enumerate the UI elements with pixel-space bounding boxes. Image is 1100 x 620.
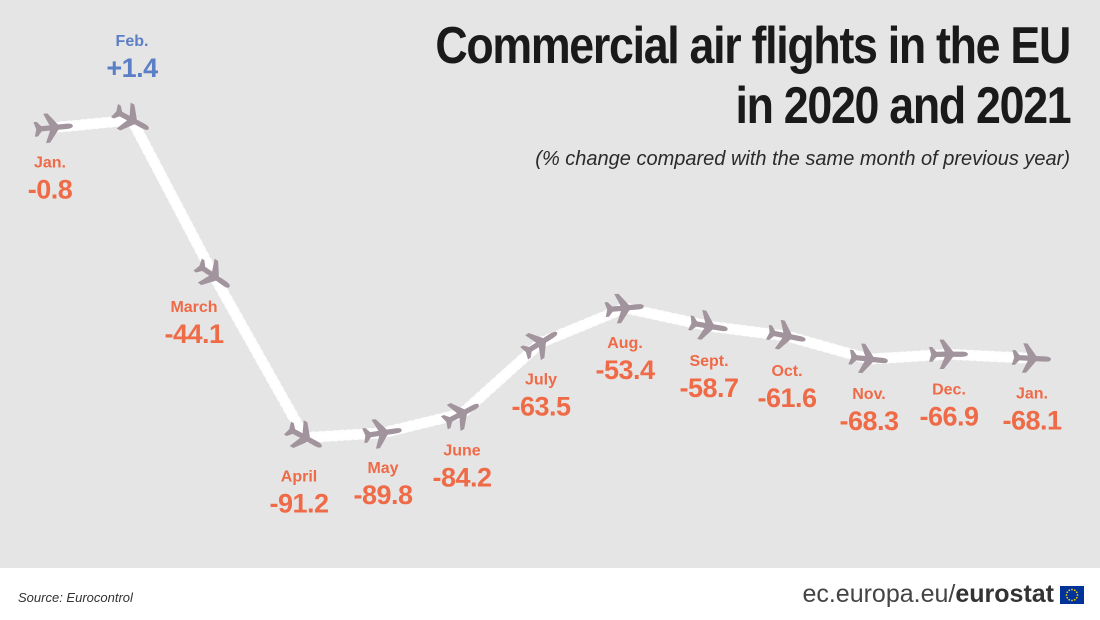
- plane-marker: [193, 258, 230, 288]
- source-note: Source: Eurocontrol: [18, 590, 133, 605]
- plane-marker: [765, 319, 806, 350]
- plane-marker: [33, 113, 73, 144]
- value-label: -58.7: [679, 373, 738, 403]
- value-label: -84.2: [432, 463, 491, 493]
- plane-marker: [283, 420, 322, 449]
- month-label: Dec.: [932, 381, 966, 398]
- value-label: -0.8: [28, 175, 73, 205]
- value-label: -66.9: [919, 401, 979, 431]
- value-label: -91.2: [269, 489, 328, 519]
- month-label: Nov.: [852, 386, 885, 403]
- month-label: March: [170, 299, 217, 316]
- chart-plot: Jan. -0.8 Feb. +1.4 March -44.1 April -91.2 May -…: [28, 33, 1063, 519]
- site-link[interactable]: ec.europa.eu/eurostat: [802, 580, 1054, 609]
- month-label: Jan.: [34, 155, 66, 172]
- month-label: April: [281, 469, 317, 486]
- month-label: June: [443, 443, 480, 460]
- plane-marker: [520, 331, 558, 361]
- footer: Source: Eurocontrol ec.europa.eu/eurosta…: [0, 568, 1100, 620]
- value-label: -61.6: [757, 383, 817, 413]
- site-brand: eurostat: [955, 580, 1054, 608]
- chart-canvas: Jan. -0.8 Feb. +1.4 March -44.1 April -91.2 May -…: [0, 0, 1100, 568]
- month-label: Oct.: [771, 363, 802, 380]
- chart-title-line-2: in 2020 and 2021: [735, 77, 1071, 135]
- value-label: -68.3: [839, 406, 899, 436]
- plane-marker: [688, 310, 728, 340]
- month-label: Feb.: [116, 33, 149, 50]
- plane-marker: [848, 343, 888, 374]
- eu-flag-icon: [1060, 586, 1084, 604]
- plane-marker: [1011, 343, 1051, 373]
- value-label: -68.1: [1002, 405, 1062, 435]
- value-label: -44.1: [164, 319, 224, 349]
- value-label: -63.5: [511, 392, 571, 422]
- plane-marker: [440, 403, 479, 432]
- month-label: Jan.: [1016, 385, 1048, 402]
- plane-marker: [110, 102, 149, 131]
- month-label: July: [525, 372, 557, 389]
- month-label: Aug.: [607, 335, 643, 352]
- chart-title-line-1: Commercial air flights in the EU: [435, 17, 1071, 75]
- site-prefix: ec.europa.eu/: [802, 580, 956, 608]
- plane-marker: [929, 339, 968, 370]
- chart-subtitle: (% change compared with the same month o…: [535, 148, 1070, 170]
- month-label: Sept.: [689, 353, 728, 370]
- month-label: May: [367, 460, 398, 477]
- value-label: -53.4: [595, 355, 655, 385]
- plane-marker: [362, 419, 402, 449]
- value-label: +1.4: [106, 53, 158, 83]
- value-label: -89.8: [353, 480, 413, 510]
- plane-marker: [604, 293, 644, 324]
